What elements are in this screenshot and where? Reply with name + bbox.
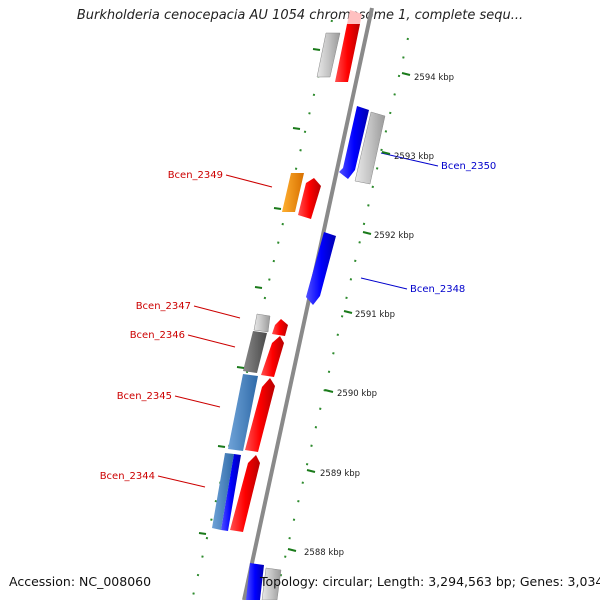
gene-bcen-2350-gray[interactable]	[354, 111, 386, 185]
gene-bcen-2350-blue[interactable]	[339, 106, 369, 179]
map-title: Burkholderia cenocepacia AU 1054 chromos…	[76, 8, 524, 23]
gc-track-right	[274, 37, 409, 600]
kbp-tick-2591: 2591 kbp	[343, 310, 395, 320]
gene-bcen-2347-gray[interactable]	[253, 313, 271, 333]
svg-text:2590 kbp: 2590 kbp	[337, 389, 377, 399]
left-track-ticks	[198, 48, 321, 535]
kbp-tick-2594: 2594 kbp	[401, 72, 454, 83]
svg-text:2593 kbp: 2593 kbp	[394, 152, 434, 162]
gene-bcen-2344-steel[interactable]	[212, 453, 234, 530]
svg-text:2594 kbp: 2594 kbp	[414, 73, 454, 83]
kbp-tick-2590: 2590 kbp	[324, 389, 377, 399]
leader-bcen-2344	[157, 475, 206, 488]
gene-bcen-2346-red[interactable]	[261, 336, 284, 377]
svg-text:2588 kbp: 2588 kbp	[304, 548, 344, 558]
gene-bcen-2344-blue[interactable]	[221, 454, 241, 531]
gene-label-bcen-2344[interactable]: Bcen_2344	[100, 471, 155, 482]
leader-bcen-2349	[225, 174, 273, 188]
gene-bcen-2348-blue[interactable]	[306, 232, 336, 305]
gene-block-top-gray[interactable]	[316, 32, 341, 78]
gene-bcen-2346-dark[interactable]	[243, 331, 267, 373]
gene-block-top-red[interactable]	[335, 10, 362, 82]
gene-bcen-2345-red[interactable]	[245, 378, 275, 452]
svg-text:2591 kbp: 2591 kbp	[355, 310, 395, 320]
gene-label-bcen-2349[interactable]: Bcen_2349	[168, 170, 223, 181]
gene-bcen-2345-steel[interactable]	[228, 374, 258, 451]
svg-text:2589 kbp: 2589 kbp	[320, 469, 360, 479]
kbp-tick-2593: 2593 kbp	[381, 151, 434, 162]
svg-text:2592 kbp: 2592 kbp	[374, 231, 414, 241]
gene-bcen-2344-red[interactable]	[230, 455, 260, 532]
gene-label-bcen-2350[interactable]: Bcen_2350	[441, 161, 496, 172]
gene-label-bcen-2347[interactable]: Bcen_2347	[136, 301, 191, 312]
gene-bottom-blue[interactable]	[246, 563, 264, 600]
leader-bcen-2350	[380, 152, 439, 167]
gene-bcen-2349-orange[interactable]	[282, 173, 304, 212]
gene-label-bcen-2345[interactable]: Bcen_2345	[117, 391, 172, 402]
leader-bcen-2346	[187, 334, 236, 348]
leader-bcen-2348	[360, 277, 408, 290]
topology-summary: Topology: circular; Length: 3,294,563 bp…	[260, 574, 600, 589]
gene-bcen-2347-red[interactable]	[272, 319, 288, 336]
gene-label-bcen-2348[interactable]: Bcen_2348	[410, 284, 465, 295]
kbp-tick-2589: 2589 kbp	[306, 469, 360, 479]
leader-bcen-2345	[174, 395, 221, 408]
kbp-tick-2588: 2588 kbp	[287, 548, 344, 558]
gene-bottom-gray[interactable]	[261, 567, 282, 600]
leader-bcen-2347	[193, 305, 241, 319]
chromosome-backbone	[242, 7, 374, 600]
gene-bcen-2349-red[interactable]	[298, 178, 321, 219]
accession-label: Accession: NC_008060	[9, 574, 152, 589]
kbp-tick-2592: 2592 kbp	[362, 231, 414, 241]
gene-label-bcen-2346[interactable]: Bcen_2346	[130, 330, 185, 341]
